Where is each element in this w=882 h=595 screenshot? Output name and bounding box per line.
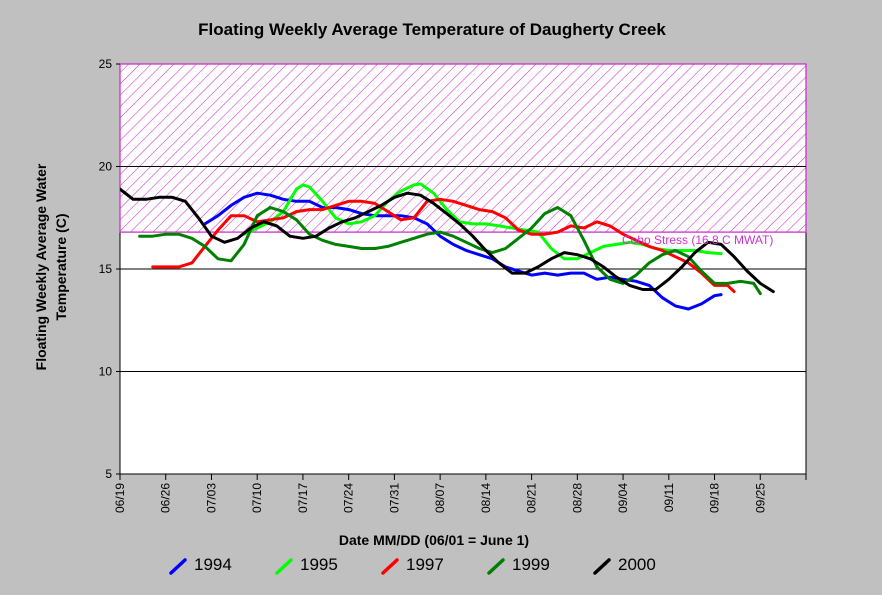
x-tick-label: 07/31: [387, 483, 401, 513]
y-tick-label: 20: [99, 160, 113, 174]
y-axis-title-line-1: Floating Weekly Average Water: [33, 163, 49, 370]
x-tick-label: 07/24: [342, 483, 356, 513]
legend-label-1999: 1999: [512, 555, 550, 574]
x-tick-label: 07/17: [296, 483, 310, 513]
series-layer: [120, 182, 775, 311]
x-tick-label: 09/04: [616, 483, 630, 513]
legend-swatch-1995: [275, 558, 293, 575]
chart-title: Floating Weekly Average Temperature of D…: [198, 20, 666, 39]
x-axis-title: Date MM/DD (06/01 = June 1): [339, 532, 529, 548]
x-tick-label: 08/14: [479, 483, 493, 513]
axis-layer: 5 10 15 20 25 06/19 06/26 07/03 07/10 07/17 07/24 0…: [99, 57, 807, 513]
legend-swatch-1997: [381, 558, 399, 575]
legend-label-2000: 2000: [618, 555, 656, 574]
legend-label-1994: 1994: [194, 555, 232, 574]
stress-band-border: [119, 63, 807, 233]
legend-swatch-2000: [593, 558, 611, 575]
x-tick-label: 08/28: [570, 483, 584, 513]
y-tick-label: 10: [99, 365, 113, 379]
x-tick-label: 08/07: [433, 483, 447, 513]
x-tick-label: 09/25: [753, 483, 767, 513]
x-tick-label: 06/26: [159, 483, 173, 513]
y-axis-title-line-2: Temperature (C): [53, 213, 69, 320]
series-line-1997: [151, 197, 736, 294]
legend-label-1995: 1995: [300, 555, 338, 574]
x-tick-label: 06/19: [113, 483, 127, 513]
x-tick-label: 09/18: [708, 483, 722, 513]
y-tick-label: 25: [99, 57, 113, 71]
grid-layer: [120, 166, 806, 372]
x-tick-label: 08/21: [525, 483, 539, 513]
legend-swatch-1999: [487, 558, 505, 575]
legend-label-1997: 1997: [406, 555, 444, 574]
y-tick-label: 15: [99, 262, 113, 276]
stress-band-label: Coho Stress (16.8 C MWAT): [622, 233, 773, 247]
y-tick-label: 5: [105, 467, 112, 481]
stress-band-layer: [119, 63, 807, 233]
series-line-2000: [120, 187, 775, 294]
x-tick-label: 07/10: [250, 483, 264, 513]
x-tick-label: 07/03: [204, 483, 218, 513]
legend-swatch-1994: [169, 558, 187, 575]
series-line-1999: [138, 206, 762, 296]
x-tick-label: 09/11: [662, 483, 676, 512]
stress-band-hatch: [120, 64, 806, 233]
series-line-1994: [203, 191, 723, 311]
series-line-1995: [242, 182, 723, 261]
legend: 1994 1995 1997 1999 2000: [168, 554, 688, 578]
